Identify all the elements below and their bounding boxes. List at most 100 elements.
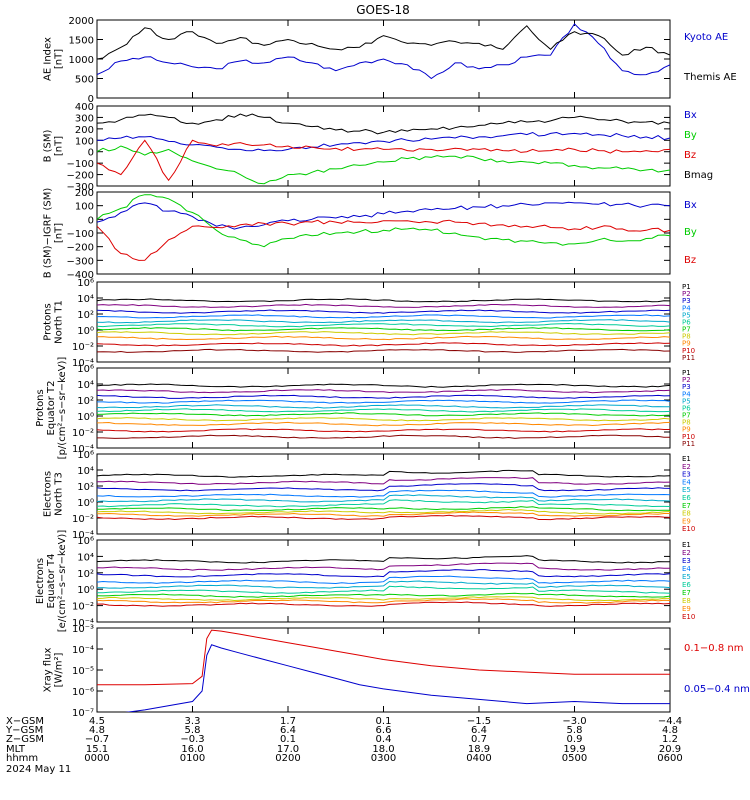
channel-label: P10 — [682, 433, 695, 441]
axis-row-value: 5.8 — [567, 725, 583, 736]
channel-label: E8 — [682, 597, 691, 605]
channel-line-e9 — [97, 511, 670, 517]
channel-label: P2 — [682, 290, 691, 298]
y-tick-label: 500 — [75, 75, 94, 86]
channel-line-p3 — [97, 309, 670, 314]
channel-label: P3 — [682, 297, 691, 305]
panel-frame — [96, 105, 671, 187]
legend-entry: Kyoto AE — [684, 32, 728, 43]
channel-label: P3 — [682, 383, 691, 391]
y-tick-label: 200 — [75, 125, 94, 136]
channel-line-p10 — [97, 342, 670, 347]
legend-entry: By — [684, 130, 697, 141]
y-axis-label: Equator T2 — [46, 381, 57, 436]
legend-entry: By — [684, 227, 697, 238]
channel-line-e9 — [97, 598, 670, 604]
axis-row-value: 18.0 — [372, 744, 394, 755]
y-axis-label: [W/m²] — [54, 652, 65, 687]
legend-entry: Bx — [684, 110, 697, 121]
axis-date: 2024 May 11 — [6, 764, 71, 775]
y-tick-label: 10⁴ — [77, 466, 94, 477]
panel-electrons_t4: 10⁻⁴ 10⁻² 10⁰ 10² 10⁴ 10⁶ Electrons Equator T4[… — [35, 530, 695, 633]
channel-line-p6 — [97, 322, 670, 328]
y-tick-label: 10⁴ — [77, 294, 94, 305]
series-line-bz — [97, 139, 670, 182]
axis-row-value: 4.8 — [89, 725, 105, 736]
panel-lines — [97, 113, 670, 185]
y-tick-label: 400 — [75, 102, 94, 113]
y-axis-label: Xray flux — [43, 648, 54, 693]
y-tick-label: 10⁴ — [77, 380, 94, 391]
panel-frame — [96, 627, 671, 713]
channel-label: E4 — [682, 565, 691, 573]
channel-label: P5 — [682, 397, 691, 405]
axis-row-value: −0.3 — [180, 734, 204, 745]
axis-row-value: 0000 — [84, 753, 109, 764]
y-tick-label: 10² — [77, 310, 94, 321]
y-tick-label: 0 — [88, 148, 94, 159]
channel-line-e2 — [97, 562, 670, 571]
channel-label: E3 — [682, 471, 691, 479]
channel-label: E5 — [682, 573, 691, 581]
y-axis-label: [nT] — [54, 223, 65, 243]
channel-label: P1 — [682, 369, 691, 377]
channel-line-e6 — [97, 499, 670, 508]
axis-row-value: 6.4 — [280, 725, 296, 736]
channel-label: E7 — [682, 589, 691, 597]
panel-lines — [97, 469, 670, 521]
y-axis-label: [p/(cm²−s−sr−keV)] — [57, 357, 68, 460]
axis-row-value: 0.1 — [280, 734, 296, 745]
channel-label: P7 — [682, 326, 691, 334]
y-tick-label: 1500 — [69, 36, 94, 47]
channel-label: P11 — [682, 440, 695, 448]
y-tick-label: 10⁻² — [72, 514, 94, 525]
axis-row-value: 4.8 — [662, 725, 678, 736]
y-tick-label: 10⁻⁴ — [72, 444, 94, 455]
channel-label: E1 — [682, 541, 691, 549]
axis-row-value: 0500 — [562, 753, 587, 764]
y-tick-label: 200 — [75, 188, 94, 199]
channel-line-p11 — [97, 348, 670, 353]
channel-label: P6 — [682, 404, 691, 412]
axis-row-value: 17.0 — [277, 744, 299, 755]
channel-line-p3 — [97, 394, 670, 399]
series-line-themis-ae — [97, 25, 670, 60]
legend-entry: Bz — [684, 255, 696, 266]
channel-line-e5 — [97, 494, 670, 503]
axis-row-label: hhmm — [6, 753, 38, 764]
y-tick-label: 10⁰ — [77, 326, 94, 337]
y-tick-label: 10⁰ — [77, 585, 94, 596]
channel-line-p10 — [97, 428, 670, 433]
axis-row-value: 0.1 — [376, 716, 392, 727]
y-tick-label: 10⁰ — [77, 412, 94, 423]
axis-row-value: −3.0 — [562, 716, 586, 727]
series-line-bx — [97, 201, 670, 230]
channel-line-e4 — [97, 575, 670, 585]
axis-row-value: 18.9 — [468, 744, 490, 755]
axis-row-value: 0400 — [466, 753, 491, 764]
panel-lines — [97, 194, 670, 261]
series-line-bmag — [97, 113, 670, 135]
y-tick-label: 10⁴ — [77, 552, 94, 563]
axis-row-value: 5.8 — [185, 725, 201, 736]
channel-label: P8 — [682, 419, 691, 427]
y-tick-label: 10⁶ — [77, 450, 94, 461]
channel-label: P11 — [682, 354, 695, 362]
plot-title: GOES-18 — [356, 3, 410, 17]
channel-label: E3 — [682, 557, 691, 565]
panel-frame — [96, 191, 671, 275]
channel-line-p8 — [97, 331, 670, 336]
panel-lines — [97, 383, 670, 439]
y-tick-label: 100 — [75, 136, 94, 147]
y-axis-label: North T3 — [54, 472, 65, 516]
axis-row-value: 0.9 — [567, 734, 583, 745]
axis-row-value: 16.0 — [181, 744, 203, 755]
y-axis-label: Equator T4 — [46, 554, 57, 609]
y-tick-label: −200 — [67, 171, 94, 182]
y-tick-label: 0 — [88, 94, 94, 105]
channel-label: P4 — [682, 390, 691, 398]
channel-line-p5 — [97, 319, 670, 324]
channel-label: E9 — [682, 605, 691, 613]
